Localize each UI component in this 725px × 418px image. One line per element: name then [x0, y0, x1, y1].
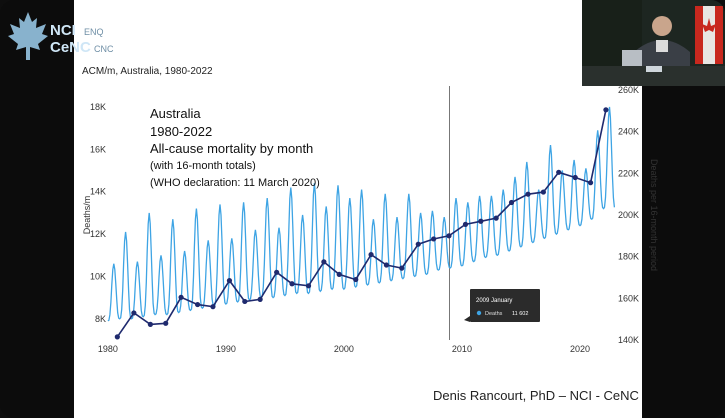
total-point[interactable] — [525, 191, 531, 197]
x-tick-label: 2000 — [334, 344, 354, 354]
total-point[interactable] — [383, 262, 390, 268]
y-tick-label: 8K — [95, 314, 106, 324]
total-point[interactable] — [305, 283, 312, 289]
y-tick-label: 10K — [90, 271, 106, 281]
chart-annotation: Australia 1980-2022 All-cause mortality by… — [150, 106, 320, 189]
tooltip-label: Deaths — [485, 311, 503, 317]
y2-tick-label: 200K — [618, 210, 639, 220]
x-tick-label: 1990 — [216, 344, 236, 354]
name-plate — [646, 66, 662, 72]
maple-leaf-icon — [8, 12, 48, 60]
presenter-credit: Denis Rancourt, PhD – NCI - CeNC — [433, 388, 639, 403]
total-point[interactable] — [493, 215, 499, 221]
annotation-line: 1980-2022 — [150, 124, 212, 139]
tooltip-title: 2009 January — [476, 298, 512, 304]
hover-tooltip: 2009 January Deaths 11 602 — [464, 289, 540, 322]
y-axis-label: Deaths/m — [82, 196, 92, 235]
y2-tick-label: 220K — [618, 168, 639, 178]
total-point[interactable] — [163, 320, 169, 326]
total-point[interactable] — [603, 107, 609, 113]
total-point[interactable] — [353, 276, 359, 283]
y2-tick-label: 260K — [618, 85, 639, 95]
y2-tick-label: 160K — [618, 293, 639, 303]
annotation-line: (with 16-month totals) — [150, 160, 256, 172]
tooltip-value: 11 602 — [512, 311, 528, 317]
total-point[interactable] — [178, 294, 184, 300]
monthly-deaths-series — [107, 106, 616, 322]
total-point[interactable] — [242, 298, 248, 305]
tooltip-swatch — [476, 310, 482, 316]
nci-cenc-logo: NCI ENQ CeNC CNC — [8, 12, 114, 60]
total-point[interactable] — [131, 310, 137, 316]
total-point[interactable] — [415, 241, 421, 247]
total-point[interactable] — [321, 259, 327, 265]
y2-axis-title: Deaths per 16-month period — [649, 159, 659, 271]
desk — [582, 66, 725, 86]
y-tick-label: 14K — [90, 187, 106, 197]
total-point[interactable] — [147, 321, 153, 327]
total-point[interactable] — [274, 269, 280, 275]
y2-tick-label: 240K — [618, 127, 639, 137]
total-point[interactable] — [462, 221, 469, 227]
webcam-inset — [582, 0, 725, 86]
total-point[interactable] — [446, 233, 452, 239]
total-point[interactable] — [431, 236, 437, 242]
total-point[interactable] — [226, 278, 233, 284]
y-tick-label: 12K — [90, 229, 106, 239]
total-point[interactable] — [587, 180, 594, 186]
y-tick-label: 16K — [90, 144, 106, 154]
total-point[interactable] — [556, 169, 562, 175]
annotation-line: All-cause mortality by month — [150, 141, 313, 156]
y-tick-label: 18K — [90, 102, 106, 112]
logo-cenc: CeNC — [50, 39, 91, 56]
total-point[interactable] — [478, 218, 484, 224]
logo-enq: ENQ — [84, 27, 104, 37]
chart-header: ACM/m, Australia, 1980-2022 — [82, 66, 213, 77]
y-axis-title: Deaths/m — [82, 196, 92, 235]
x-tick-label: 1980 — [98, 344, 118, 354]
annotation-line: Australia — [150, 106, 201, 121]
total-point[interactable] — [508, 199, 515, 206]
total-point[interactable] — [572, 174, 578, 181]
annotation-line: (WHO declaration: 11 March 2020) — [150, 177, 320, 189]
x-tick-label: 2020 — [570, 344, 590, 354]
y2-tick-label: 140K — [618, 335, 639, 345]
x-tick-label: 2010 — [452, 344, 472, 354]
total-point[interactable] — [399, 265, 405, 271]
total-point[interactable] — [210, 304, 216, 310]
y2-tick-label: 180K — [618, 252, 639, 262]
total-point[interactable] — [194, 301, 201, 308]
total-point[interactable] — [257, 296, 263, 302]
logo-cnc: CNC — [94, 44, 114, 54]
total-point[interactable] — [336, 271, 342, 277]
total-point[interactable] — [540, 189, 546, 195]
total-point[interactable] — [114, 334, 120, 340]
logo-nci: NCI — [50, 22, 76, 39]
canada-flag-icon — [695, 6, 723, 64]
total-point[interactable] — [289, 281, 295, 287]
total-point[interactable] — [368, 251, 374, 258]
